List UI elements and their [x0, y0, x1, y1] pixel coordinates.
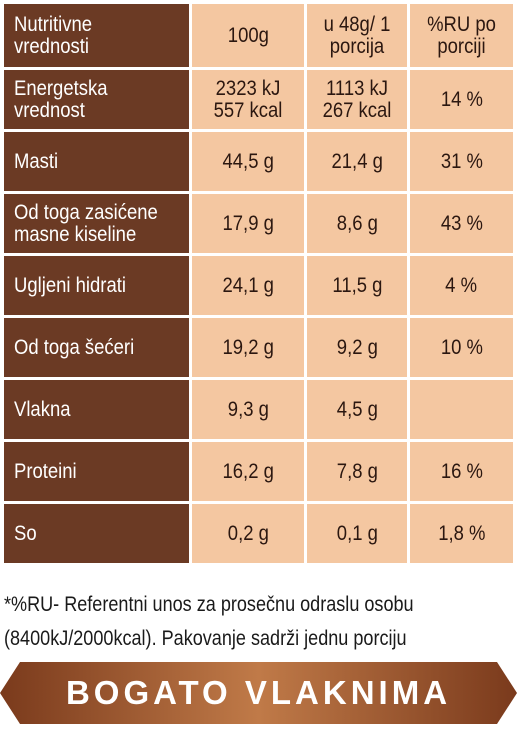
row-label-text: So	[14, 521, 37, 545]
value-per-portion: 0,1 g	[336, 521, 378, 545]
cell-sugars-per100: 19,2 g	[192, 318, 307, 380]
fiber-banner: BOGATO VLAKNIMA	[0, 660, 517, 726]
cell-carbs-ru: 4 %	[410, 256, 513, 318]
footnote-line2: (8400kJ/2000kcal). Pakovanje sadrži jedn…	[4, 627, 407, 650]
value-line1: 1113 kJ	[326, 76, 388, 100]
cell-energy-per100: 2323 kJ 557 kcal	[192, 70, 307, 132]
row-label-text: Masti	[14, 149, 59, 173]
value-per100: 19,2 g	[222, 335, 274, 359]
value-ru: 1,8 %	[437, 521, 486, 545]
row-label-energy: Energetska vrednost	[4, 70, 192, 132]
value-per-portion: 9,2 g	[336, 335, 378, 359]
value-line1: 2323 kJ	[215, 76, 281, 100]
footnote: *%RU- Referentni unos za prosečnu odrasl…	[4, 588, 514, 656]
value-ru: 4 %	[445, 273, 478, 297]
cell-energy-per-portion: 1113 kJ 267 kcal	[307, 70, 410, 132]
value-per100: 24,1 g	[222, 273, 274, 297]
value-per100: 16,2 g	[222, 459, 274, 483]
cell-saturated-per-portion: 8,6 g	[307, 194, 410, 256]
cell-carbs-per100: 24,1 g	[192, 256, 307, 318]
value-line2: 267 kcal	[322, 98, 392, 122]
row-label-line2: masne kiseline	[14, 222, 137, 246]
cell-fat-per100: 44,5 g	[192, 132, 307, 194]
value-ru: 16 %	[440, 459, 483, 483]
value-per100: 0,2 g	[227, 521, 269, 545]
value-ru: 14 %	[440, 87, 483, 111]
value-per100: 9,3 g	[227, 397, 269, 421]
cell-salt-ru: 1,8 %	[410, 504, 513, 566]
row-label-carbohydrates: Ugljeni hidrati	[4, 256, 192, 318]
nutrition-table: Nutritivne vrednosti 100g u 48g/ 1 porci…	[4, 4, 513, 566]
value-ru: 10 %	[440, 335, 483, 359]
row-label-text: Od toga šećeri	[14, 335, 135, 359]
cell-salt-per-portion: 0,1 g	[307, 504, 410, 566]
value-line2: 557 kcal	[213, 98, 283, 122]
header-per100: 100g	[192, 4, 307, 70]
value-per-portion: 8,6 g	[336, 211, 378, 235]
row-label-line2: vrednost	[14, 98, 85, 122]
cell-protein-per-portion: 7,8 g	[307, 442, 410, 504]
row-label-line1: Energetska	[14, 76, 108, 100]
header-nutrients-line1: Nutritivne	[14, 12, 93, 36]
row-label-text: Ugljeni hidrati	[14, 273, 126, 297]
value-per-portion: 11,5 g	[331, 273, 382, 297]
cell-fat-ru: 31 %	[410, 132, 513, 194]
banner-text: BOGATO VLAKNIMA	[65, 674, 452, 711]
row-label-text: Proteini	[14, 459, 77, 483]
cell-carbs-per-portion: 11,5 g	[307, 256, 410, 318]
row-label-text: Vlakna	[14, 397, 71, 421]
cell-saturated-per100: 17,9 g	[192, 194, 307, 256]
value-per100: 44,5 g	[222, 149, 274, 173]
value-ru: 43 %	[440, 211, 483, 235]
cell-protein-per100: 16,2 g	[192, 442, 307, 504]
row-label-line1: Od toga zasićene	[14, 200, 158, 224]
row-label-salt: So	[4, 504, 192, 566]
value-per-portion: 7,8 g	[336, 459, 378, 483]
cell-protein-ru: 16 %	[410, 442, 513, 504]
header-ru-line1: %RU	[427, 12, 471, 36]
header-nutrients-line2: vrednosti	[14, 34, 89, 58]
header-ru-line2: po porciji	[437, 12, 496, 58]
cell-sugars-ru: 10 %	[410, 318, 513, 380]
cell-energy-ru: 14 %	[410, 70, 513, 132]
value-per100: 17,9 g	[222, 211, 274, 235]
row-label-sugars: Od toga šećeri	[4, 318, 192, 380]
footnote-line1: *%RU- Referentni unos za prosečnu odrasl…	[4, 593, 414, 616]
value-per-portion: 4,5 g	[336, 397, 378, 421]
cell-fat-per-portion: 21,4 g	[307, 132, 410, 194]
cell-sugars-per-portion: 9,2 g	[307, 318, 410, 380]
header-per-portion-line1: u 48g/	[323, 12, 375, 36]
header-per-portion: u 48g/ 1 porcija	[307, 4, 410, 70]
row-label-fiber: Vlakna	[4, 380, 192, 442]
cell-fiber-per100: 9,3 g	[192, 380, 307, 442]
header-per100-text: 100g	[227, 23, 269, 47]
value-ru: 31 %	[440, 149, 483, 173]
cell-fiber-per-portion: 4,5 g	[307, 380, 410, 442]
row-label-protein: Proteini	[4, 442, 192, 504]
header-per-portion-line2: 1 porcija	[329, 12, 391, 58]
banner-shape	[0, 662, 517, 724]
value-per-portion: 21,4 g	[331, 149, 383, 173]
cell-saturated-ru: 43 %	[410, 194, 513, 256]
row-label-saturated-fat: Od toga zasićene masne kiseline	[4, 194, 192, 256]
cell-fiber-ru	[410, 380, 513, 442]
header-ru: %RU po porciji	[410, 4, 513, 70]
row-label-fat: Masti	[4, 132, 192, 194]
cell-salt-per100: 0,2 g	[192, 504, 307, 566]
header-nutrients: Nutritivne vrednosti	[4, 4, 192, 70]
